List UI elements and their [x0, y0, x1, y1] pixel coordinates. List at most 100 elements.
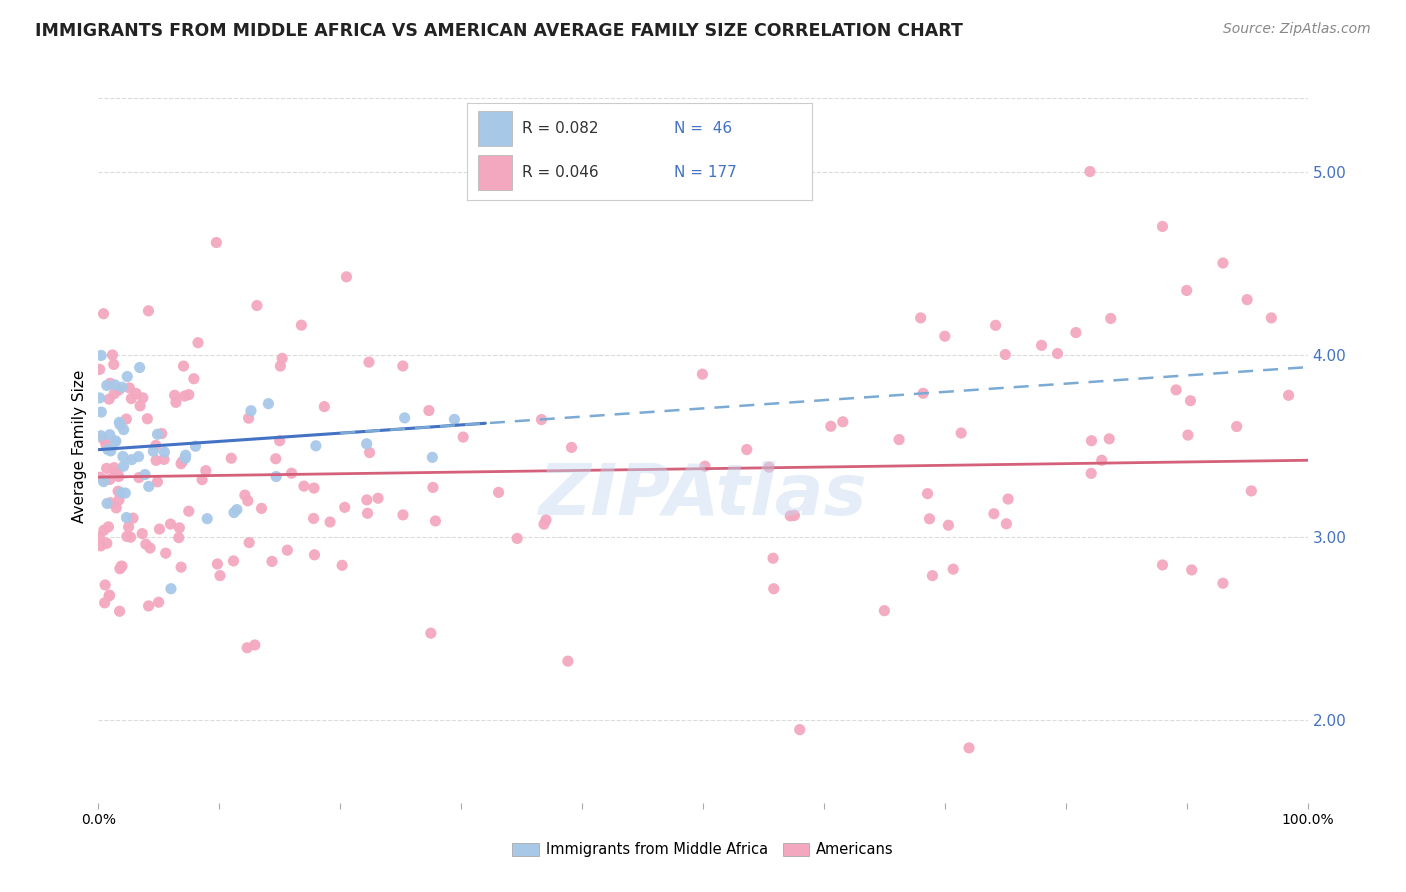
Point: [789, 723, 811, 737]
Point: [148, 595, 170, 609]
Point: [887, 433, 910, 447]
Point: [98, 472, 121, 486]
Point: [138, 599, 160, 613]
Point: [172, 454, 194, 468]
Point: [96, 496, 118, 510]
Point: [142, 444, 165, 458]
Point: [115, 412, 138, 426]
Point: [250, 501, 273, 516]
Point: [93, 307, 115, 321]
Point: [735, 442, 758, 457]
Point: [394, 410, 416, 425]
Point: [912, 386, 935, 401]
Point: [96, 461, 118, 475]
Point: [138, 303, 160, 318]
Point: [159, 517, 181, 532]
Point: [997, 491, 1019, 506]
Point: [107, 484, 129, 499]
Point: [121, 452, 143, 467]
Point: [104, 465, 127, 479]
Point: [90, 428, 112, 442]
Point: [302, 511, 325, 525]
Point: [138, 479, 160, 493]
Point: [1091, 453, 1114, 467]
Point: [177, 504, 200, 518]
Point: [1180, 393, 1202, 408]
Point: [174, 451, 197, 466]
Point: [269, 359, 291, 373]
Point: [451, 430, 474, 444]
Point: [191, 473, 214, 487]
Point: [957, 740, 980, 755]
Point: [115, 529, 138, 543]
Point: [96, 378, 118, 392]
Point: [264, 451, 287, 466]
Point: [1099, 311, 1122, 326]
Point: [183, 372, 205, 386]
Y-axis label: Average Family Size: Average Family Size: [72, 369, 87, 523]
Point: [146, 475, 169, 489]
Point: [132, 391, 155, 405]
Point: [114, 486, 136, 500]
Point: [530, 412, 553, 426]
Point: [1177, 428, 1199, 442]
Point: [918, 512, 941, 526]
Point: [120, 530, 142, 544]
Point: [128, 470, 150, 484]
Point: [240, 403, 263, 417]
Point: [145, 453, 167, 467]
Point: [93, 475, 115, 489]
Point: [89, 362, 111, 376]
Point: [292, 479, 315, 493]
Point: [1080, 434, 1102, 448]
Point: [1064, 326, 1087, 340]
Point: [173, 359, 195, 373]
Point: [134, 467, 156, 482]
Point: [90, 348, 112, 362]
Point: [103, 386, 125, 401]
Point: [146, 427, 169, 442]
Point: [104, 434, 127, 448]
Point: [357, 355, 380, 369]
Point: [995, 516, 1018, 531]
Point: [103, 358, 125, 372]
Point: [110, 559, 132, 574]
Point: [207, 557, 229, 571]
Point: [111, 380, 134, 394]
Point: [335, 269, 357, 284]
Point: [108, 415, 131, 429]
Text: ZIPAtlas: ZIPAtlas: [538, 461, 868, 531]
Point: [910, 310, 932, 325]
Point: [150, 426, 173, 441]
Point: [98, 427, 121, 442]
Point: [506, 532, 529, 546]
Point: [115, 510, 138, 524]
Point: [533, 517, 555, 532]
Point: [319, 515, 342, 529]
Point: [112, 423, 135, 437]
Point: [934, 329, 956, 343]
Point: [170, 457, 193, 471]
Point: [359, 445, 381, 459]
Point: [762, 582, 785, 596]
Point: [243, 638, 266, 652]
Point: [271, 351, 294, 366]
Point: [177, 387, 200, 401]
Point: [264, 469, 287, 483]
Point: [1078, 164, 1101, 178]
Text: IMMIGRANTS FROM MIDDLE AFRICA VS AMERICAN AVERAGE FAMILY SIZE CORRELATION CHART: IMMIGRANTS FROM MIDDLE AFRICA VS AMERICA…: [35, 22, 963, 40]
Point: [1226, 419, 1249, 434]
Point: [422, 480, 444, 494]
Point: [153, 452, 176, 467]
Point: [1236, 293, 1258, 307]
Point: [104, 377, 127, 392]
Point: [107, 469, 129, 483]
Point: [356, 506, 378, 520]
Point: [238, 535, 260, 549]
Point: [1175, 284, 1198, 298]
Point: [107, 468, 129, 483]
Point: [419, 626, 441, 640]
Point: [921, 568, 943, 582]
Point: [1164, 383, 1187, 397]
Point: [101, 348, 124, 362]
